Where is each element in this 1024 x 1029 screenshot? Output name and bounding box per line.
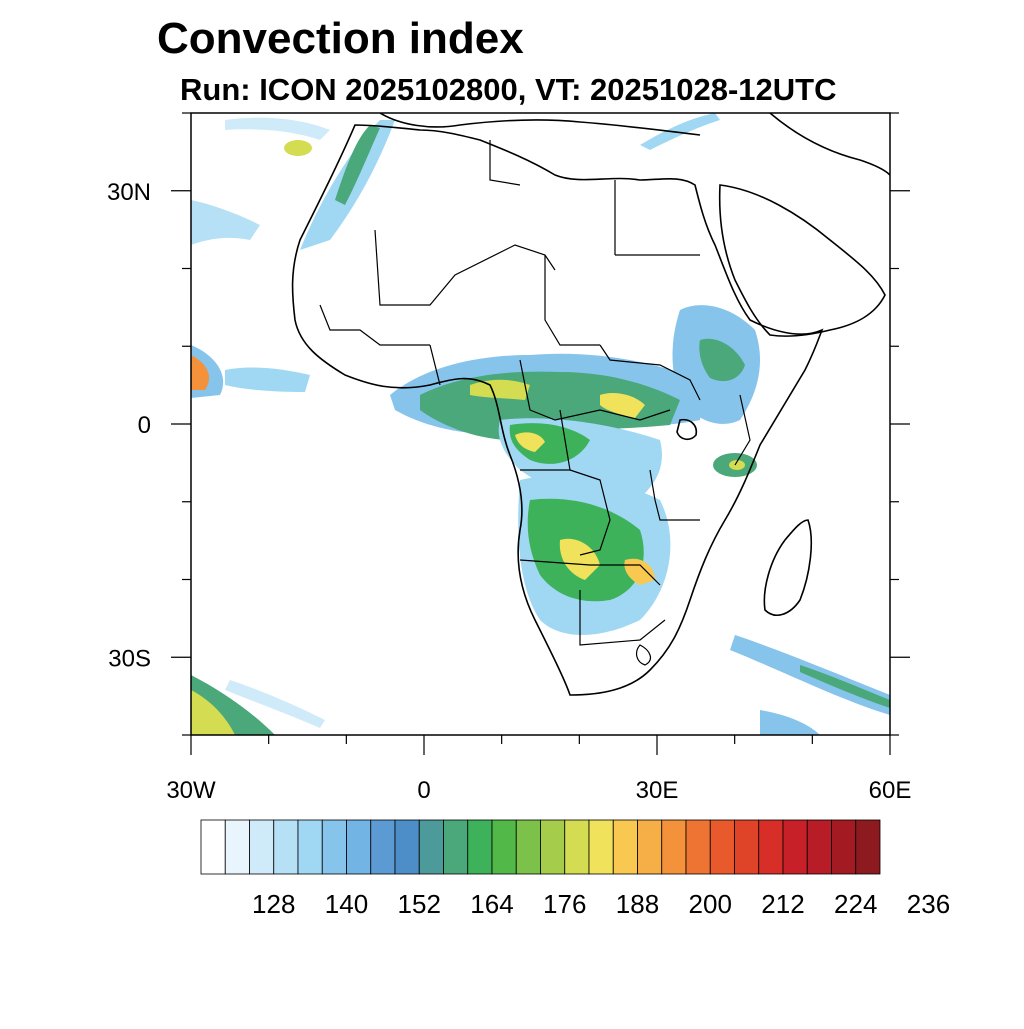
lon-tick-label: 0 xyxy=(417,777,430,804)
border-botswana-sa xyxy=(579,590,666,646)
colorbar-swatch xyxy=(418,819,444,875)
colorbar-swatch xyxy=(685,819,711,875)
lon-tick-label: 60E xyxy=(869,777,912,804)
field-kenya-core xyxy=(729,460,745,470)
axis-ticks xyxy=(171,112,910,755)
madagascar-coast xyxy=(763,519,813,616)
colorbar-swatch xyxy=(200,819,226,875)
lat-tick-label: 0 xyxy=(138,412,151,439)
lake-victoria xyxy=(676,418,698,441)
colorbar-label: 200 xyxy=(689,889,732,919)
colorbar-labels: 128 140 152 164 176 188 200 212 224 236 xyxy=(252,889,950,919)
border-algeria-tunisia xyxy=(489,140,521,186)
colorbar-swatch xyxy=(782,819,808,875)
colorbar-swatch xyxy=(661,819,687,875)
border-west-africa xyxy=(319,304,430,346)
arabia-coast xyxy=(718,184,886,337)
field-atlantic-w-core xyxy=(191,355,210,390)
colorbar-swatch xyxy=(734,819,760,875)
field-indian-south xyxy=(760,710,820,735)
border-namibia-north xyxy=(519,559,661,586)
colorbar-swatch xyxy=(297,819,323,875)
caspian-iran-coast xyxy=(769,113,890,176)
map-subtitle: Run: ICON 2025102800, VT: 20251028-12UTC xyxy=(180,72,837,107)
colorbar-swatch xyxy=(443,819,469,875)
colorbar-swatch xyxy=(346,819,372,875)
border-lesotho xyxy=(635,644,652,666)
colorbar-label: 212 xyxy=(761,889,804,919)
field-zambia-core xyxy=(559,538,600,580)
border-kenya-somalia xyxy=(734,394,751,466)
colorbar-swatch xyxy=(758,819,784,875)
coastlines xyxy=(291,113,890,696)
colorbar-swatch xyxy=(612,819,638,875)
colorbar-swatch xyxy=(491,819,517,875)
colorbar-swatch xyxy=(855,819,881,875)
colorbar-label: 140 xyxy=(325,889,368,919)
colorbar-swatch xyxy=(249,819,275,875)
colorbar-swatch xyxy=(831,819,857,875)
border-drc-angola xyxy=(569,469,611,556)
border-central-north xyxy=(519,359,671,421)
axis-labels: 30W 0 30E 60E 30N 0 30S xyxy=(107,179,911,804)
colorbar-label: 152 xyxy=(398,889,441,919)
colorbar-label: 128 xyxy=(252,889,295,919)
colorbar-swatch xyxy=(637,819,663,875)
europe-coast xyxy=(379,113,701,136)
field-nigeria-core xyxy=(470,379,530,400)
field-morocco-core xyxy=(335,125,380,205)
country-borders xyxy=(319,140,751,666)
colorbar-swatch xyxy=(467,819,493,875)
lat-tick-label: 30S xyxy=(108,645,151,672)
colorbar-label: 224 xyxy=(834,889,877,919)
colorbar-label: 164 xyxy=(470,889,513,919)
colorbar xyxy=(200,819,881,875)
field-sw-band xyxy=(225,680,325,728)
field-atlantic-w-band xyxy=(225,367,310,392)
colorbar-swatch xyxy=(273,819,299,875)
colorbar-label: 176 xyxy=(543,889,586,919)
field-congo-core xyxy=(600,393,645,418)
field-atlantic-cell xyxy=(284,140,312,156)
colorbar-label: 236 xyxy=(907,889,950,919)
map-title: Convection index xyxy=(157,14,524,63)
colorbar-label: 188 xyxy=(616,889,659,919)
colorbar-swatch xyxy=(588,819,614,875)
lat-tick-label: 30N xyxy=(107,179,151,206)
colorbar-swatch xyxy=(564,819,590,875)
border-ghana xyxy=(429,344,441,386)
colorbar-swatch xyxy=(806,819,832,875)
colorbar-swatch xyxy=(321,819,347,875)
field-indian-core xyxy=(800,665,890,708)
colorbar-swatch xyxy=(370,819,396,875)
field-gabon-core xyxy=(515,432,545,452)
colorbar-swatch xyxy=(394,819,420,875)
field-sw-atlantic-core xyxy=(191,690,235,735)
border-niger-chad xyxy=(544,255,600,346)
africa-coast xyxy=(291,124,824,696)
border-south-sudan xyxy=(599,344,701,401)
convection-field xyxy=(191,113,890,735)
lon-tick-label: 30E xyxy=(636,777,679,804)
colorbar-swatch xyxy=(540,819,566,875)
field-atlantic-nw xyxy=(191,200,260,245)
field-med xyxy=(640,113,720,150)
field-ethiopia-mid xyxy=(699,338,745,382)
colorbar-swatch xyxy=(515,819,541,875)
colorbar-swatch xyxy=(224,819,250,875)
field-atlantic-north xyxy=(225,117,330,140)
colorbar-swatch xyxy=(709,819,735,875)
border-tanzania xyxy=(649,469,700,521)
lon-tick-label: 30W xyxy=(166,777,216,804)
